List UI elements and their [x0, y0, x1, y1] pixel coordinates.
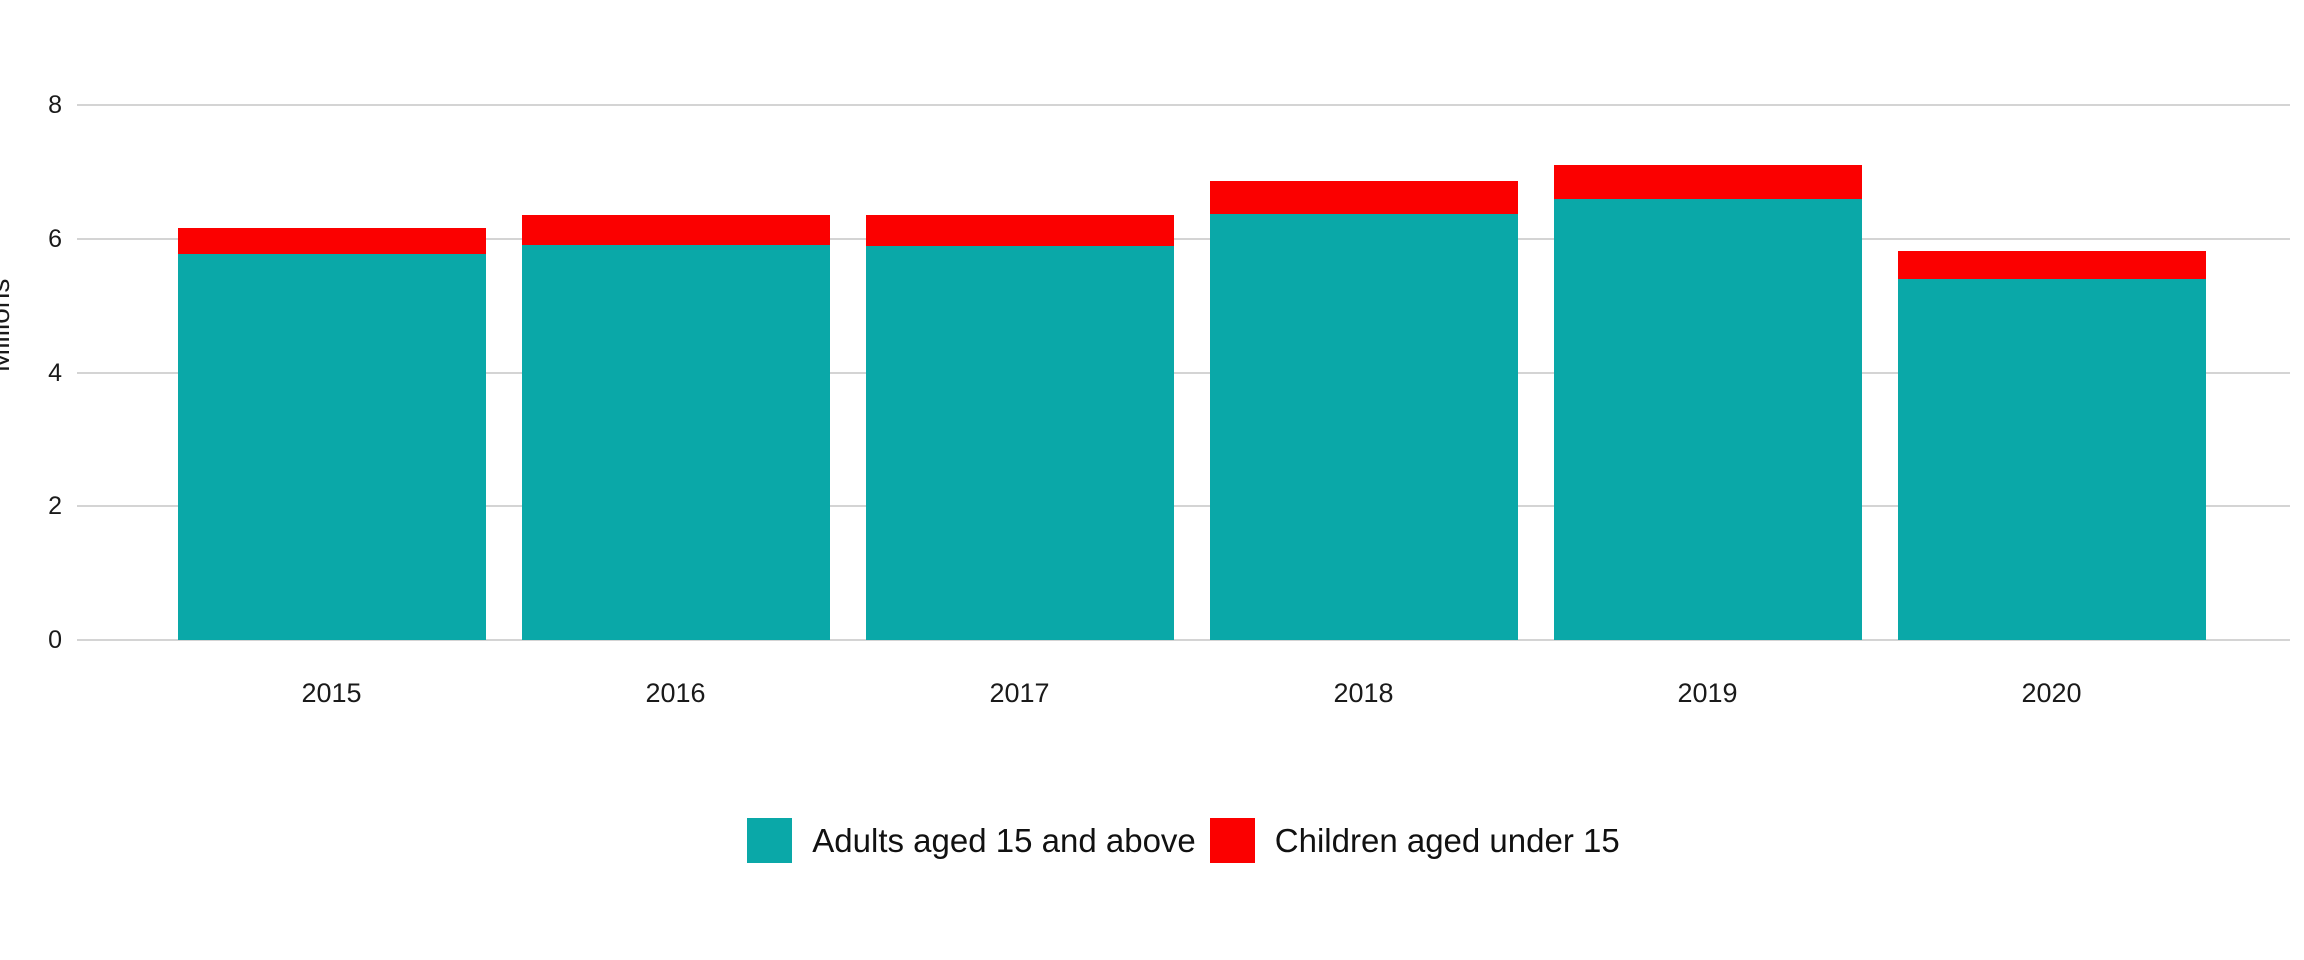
legend-item-adults-aged-15-and-above[interactable]: Adults aged 15 and above — [747, 818, 1196, 863]
bar-segment-2018-children-aged-under-15[interactable] — [1209, 180, 1518, 215]
bar-segment-2020-children-aged-under-15[interactable] — [1897, 250, 2206, 279]
legend: Adults aged 15 and above Children aged un… — [77, 818, 2290, 863]
legend-swatch-icon — [1209, 818, 1255, 863]
bar-segment-2016-adults-aged-15-and-above[interactable] — [521, 244, 830, 640]
bar-2015 — [177, 105, 486, 640]
bar-segment-2015-children-aged-under-15[interactable] — [177, 228, 486, 255]
gridline-6 — [77, 237, 2290, 240]
x-tick-label-2017: 2017 — [989, 678, 1050, 708]
y-tick-label-4: 4 — [48, 358, 62, 387]
bar-segment-2020-adults-aged-15-and-above[interactable] — [1897, 278, 2206, 640]
bar-segment-2019-children-aged-under-15[interactable] — [1553, 164, 1862, 200]
bar-2017 — [865, 105, 1174, 640]
bar-2016 — [521, 105, 830, 640]
gridline-4 — [77, 371, 2290, 374]
legend-label: Children aged under 15 — [1274, 821, 1620, 859]
bar-2018 — [1209, 105, 1518, 640]
bar-segment-2018-adults-aged-15-and-above[interactable] — [1209, 214, 1518, 640]
x-tick-label-2015: 2015 — [301, 678, 362, 708]
legend-item-children-aged-under-15[interactable]: Children aged under 15 — [1209, 818, 1620, 863]
y-tick-label-6: 6 — [48, 224, 62, 253]
legend-swatch-icon — [747, 818, 793, 863]
bar-segment-2015-adults-aged-15-and-above[interactable] — [177, 254, 486, 640]
bar-segment-2016-children-aged-under-15[interactable] — [521, 214, 830, 245]
x-tick-label-2020: 2020 — [2021, 678, 2082, 708]
y-tick-label-0: 0 — [48, 626, 62, 654]
x-tick-label-2016: 2016 — [645, 678, 706, 708]
x-tick-label-2018: 2018 — [1333, 678, 1394, 708]
gridline-8 — [77, 104, 2290, 106]
bar-segment-2017-children-aged-under-15[interactable] — [865, 215, 1174, 247]
bar-segment-2017-adults-aged-15-and-above[interactable] — [865, 246, 1174, 640]
bar-2019 — [1553, 105, 1862, 640]
gridline-0 — [77, 639, 2290, 641]
legend-label: Adults aged 15 and above — [812, 821, 1196, 859]
gridline-2 — [77, 505, 2290, 508]
bar-segment-2019-adults-aged-15-and-above[interactable] — [1553, 199, 1862, 640]
y-tick-label-8: 8 — [48, 91, 62, 119]
y-tick-label-2: 2 — [48, 492, 62, 521]
bar-2020 — [1897, 105, 2206, 640]
plot-area — [77, 104, 2290, 641]
x-tick-label-2019: 2019 — [1677, 678, 1738, 708]
